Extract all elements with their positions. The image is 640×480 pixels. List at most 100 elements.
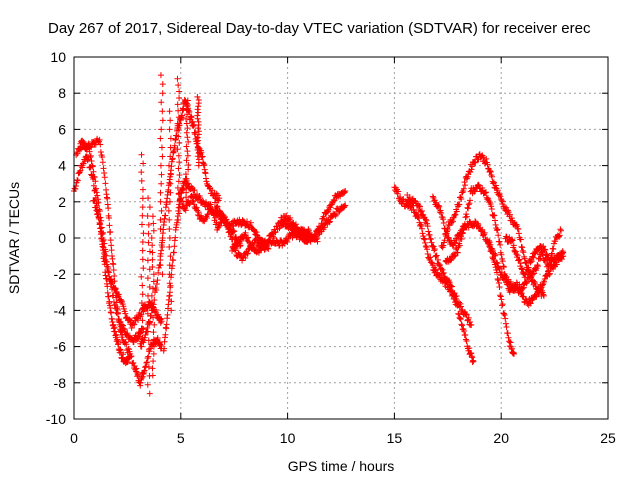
data-point: [207, 201, 214, 208]
data-point: [438, 210, 445, 217]
data-point: [514, 252, 521, 259]
data-point: [255, 249, 262, 256]
data-point: [453, 208, 460, 215]
data-point: [552, 257, 559, 264]
data-point: [142, 363, 149, 370]
data-point: [185, 161, 192, 168]
data-point: [159, 235, 166, 241]
data-point: [452, 295, 459, 302]
data-point: [442, 233, 449, 240]
data-point: [558, 256, 565, 263]
data-point: [163, 201, 170, 208]
data-point: [480, 154, 487, 161]
y-tick-label: -10: [46, 411, 66, 427]
data-point: [294, 224, 301, 231]
data-point: [139, 256, 146, 263]
data-point: [546, 257, 553, 264]
data-point: [150, 350, 157, 357]
data-point: [161, 345, 168, 352]
data-point: [175, 114, 182, 121]
data-point: [139, 247, 146, 254]
data-point: [164, 311, 171, 318]
data-point: [174, 146, 181, 153]
data-point: [241, 232, 248, 239]
data-point: [519, 285, 526, 292]
data-point: [149, 365, 156, 372]
data-point: [213, 203, 220, 210]
data-point: [428, 239, 435, 246]
data-point: [191, 187, 198, 194]
data-point: [493, 227, 500, 234]
data-point: [420, 211, 427, 218]
data-point: [175, 107, 182, 114]
data-point: [436, 203, 443, 210]
data-point: [165, 162, 172, 169]
data-point: [449, 218, 456, 225]
data-point: [94, 192, 101, 199]
data-point: [438, 265, 445, 272]
data-point: [428, 259, 435, 266]
data-point: [463, 213, 470, 220]
data-point: [519, 247, 526, 254]
data-point: [520, 284, 527, 291]
data-point: [462, 182, 469, 189]
data-point: [245, 238, 252, 245]
data-point: [149, 307, 156, 314]
data-point: [209, 187, 216, 194]
y-tick-label: 2: [58, 194, 66, 210]
data-point: [194, 211, 201, 218]
data-point: [183, 129, 190, 136]
data-point: [525, 264, 532, 271]
data-point: [462, 214, 469, 221]
data-point: [439, 266, 446, 273]
data-point: [211, 191, 218, 198]
data-point: [144, 328, 151, 335]
data-point: [120, 303, 127, 310]
data-point: [157, 216, 164, 223]
data-point: [429, 193, 436, 200]
data-point: [139, 317, 146, 324]
data-point: [471, 158, 478, 165]
data-point: [138, 151, 145, 158]
data-point: [495, 264, 502, 271]
data-point: [543, 251, 550, 258]
data-point: [144, 324, 151, 331]
data-point: [150, 329, 157, 336]
data-point: [520, 249, 527, 256]
data-point: [315, 231, 322, 238]
data-point: [99, 159, 106, 166]
data-point: [431, 245, 438, 252]
y-tick-label: 6: [58, 121, 66, 137]
data-point: [462, 331, 469, 338]
data-point: [269, 230, 276, 237]
data-point: [499, 302, 506, 309]
data-point: [499, 258, 506, 265]
data-point: [456, 201, 463, 208]
data-point: [113, 331, 120, 338]
x-tick-label: 20: [493, 430, 509, 446]
data-point: [460, 185, 467, 192]
data-point: [256, 234, 263, 241]
data-point: [100, 165, 107, 172]
data-point: [398, 200, 405, 207]
data-point: [144, 257, 151, 264]
data-point: [162, 212, 169, 219]
x-axis-label: GPS time / hours: [288, 458, 395, 474]
data-point: [244, 250, 251, 257]
data-point: [130, 359, 137, 366]
data-point: [197, 195, 204, 202]
data-point: [440, 216, 447, 223]
data-point: [76, 168, 83, 175]
data-point: [174, 184, 181, 191]
data-point: [423, 217, 430, 224]
data-point: [508, 236, 515, 243]
data-point: [508, 215, 515, 222]
data-point: [159, 90, 166, 97]
data-point: [154, 277, 161, 284]
data-point: [539, 282, 546, 289]
data-point: [536, 288, 543, 295]
data-point: [166, 262, 173, 269]
data-point: [490, 179, 497, 186]
data-point: [441, 237, 448, 244]
data-point: [399, 196, 406, 203]
